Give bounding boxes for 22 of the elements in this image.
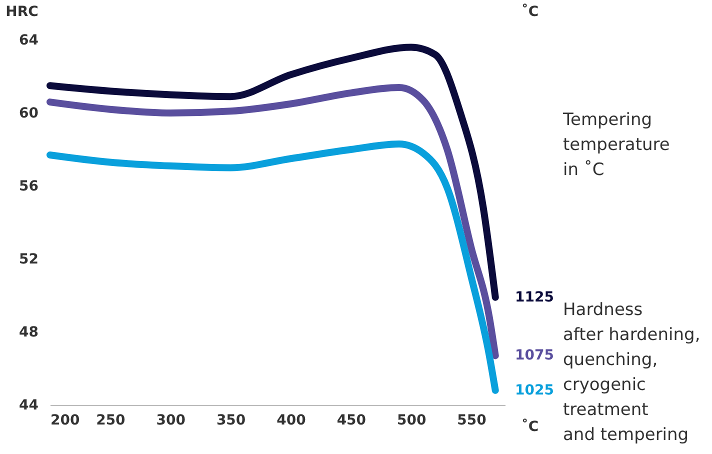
x-tick-label: 450 [336, 412, 366, 428]
y-tick-label: 56 [19, 178, 38, 194]
y-tick-label: 48 [19, 324, 38, 340]
x-tick-label: 550 [457, 412, 487, 428]
x-tick-label: 350 [216, 412, 246, 428]
series-label: 1125 [515, 289, 554, 306]
x-tick-label: 200 [50, 412, 80, 428]
y-tick-label: 52 [19, 252, 38, 268]
x-tick-label: 250 [96, 412, 126, 428]
y-tick-label: 64 [19, 32, 39, 48]
text: Tempering temperature in ˚C [562, 110, 670, 180]
x-axis-title: ˚C [521, 418, 539, 435]
x-tick-label: 500 [396, 412, 426, 428]
series-label: 1075 [515, 348, 554, 364]
y-axis-title: HRC [6, 4, 38, 20]
x-tick-label: 400 [276, 412, 306, 428]
series-label: 1025 [515, 382, 554, 398]
text: Hardness after hardening, quenching, cryogenic treatment and tempering [563, 300, 700, 445]
legend-title: ˚C [521, 3, 539, 20]
y-tick-label: 44 [19, 398, 39, 414]
y-tick-label: 60 [19, 106, 39, 122]
x-tick-label: 300 [156, 412, 186, 428]
